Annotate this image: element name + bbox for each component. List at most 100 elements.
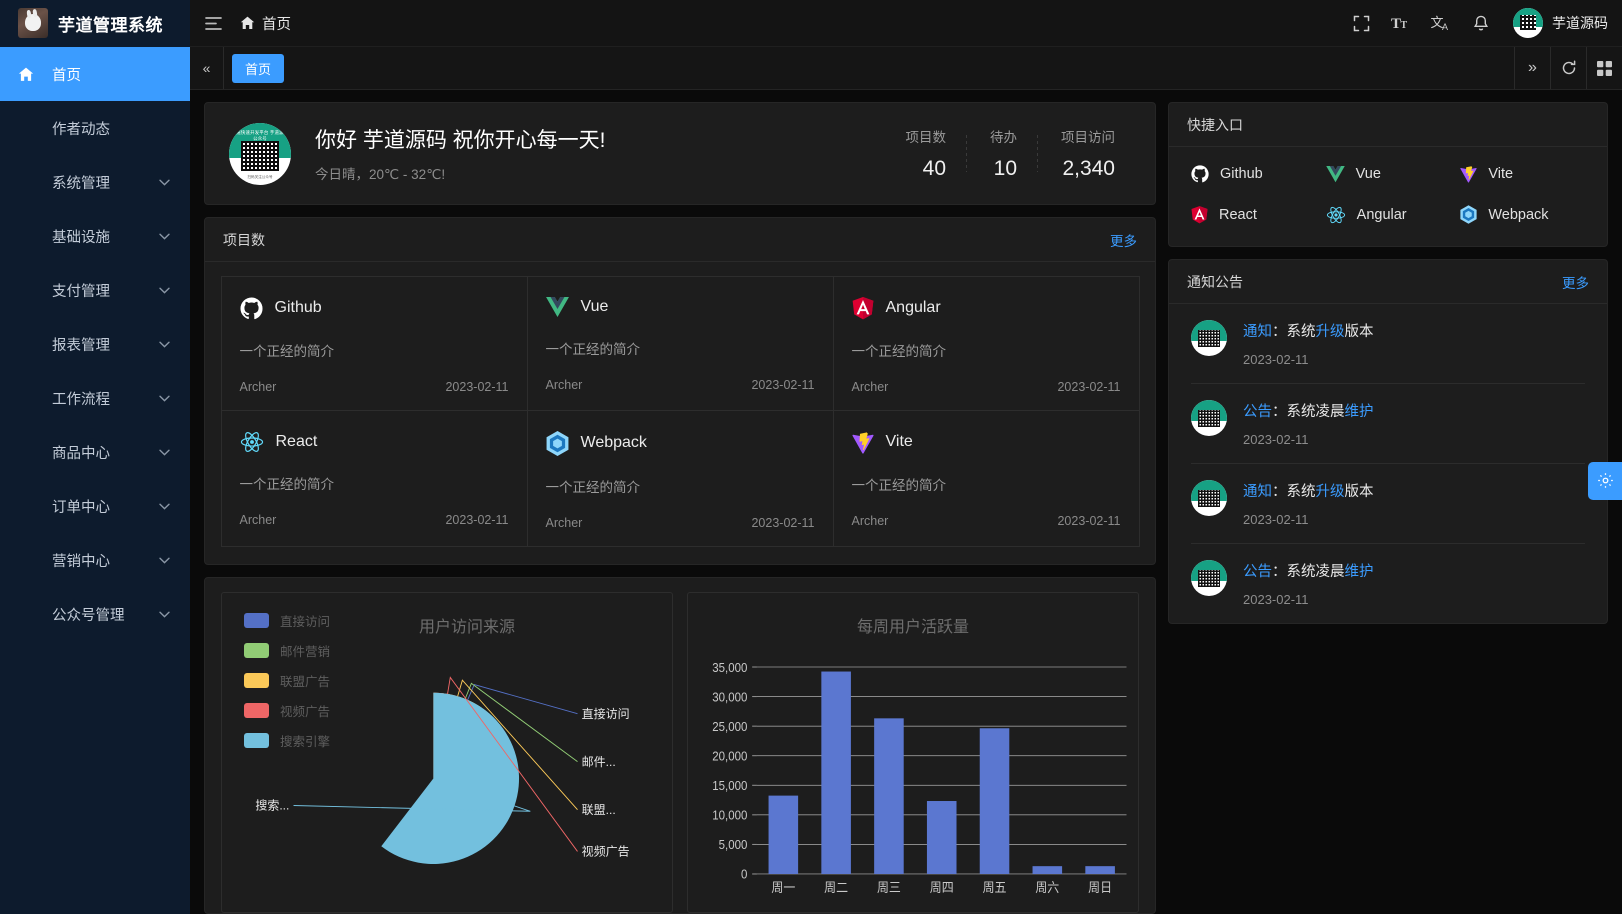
tab-home[interactable]: 首页 [232,53,285,83]
legend-swatch [244,703,269,718]
bar-chart-canvas: 0 5,000 10,000 15,000 20,000 25,000 30,000 35,0… [688,648,1138,912]
notices-more-link[interactable]: 更多 [1562,275,1589,291]
menu-icon[interactable] [190,0,236,47]
stat-label: 项目访问 [1061,130,1115,145]
project-author: Archer [851,379,889,394]
bar[interactable] [1085,866,1115,874]
list-item[interactable]: 通知：系统升级版本 2023-02-11 [1191,304,1585,384]
sidebar: 首页 作者动态 系统管理 基础设施 支付管理 报表管理 [0,47,190,914]
sidebar-item-order-center[interactable]: 订单中心 [0,479,190,533]
sidebar-item-author-news[interactable]: 作者动态 [0,101,190,155]
sidebar-item-workflow[interactable]: 工作流程 [0,371,190,425]
pie-callout-label: 邮件... [582,755,616,769]
bell-icon[interactable] [1461,0,1501,47]
y-tick-label: 25,000 [712,719,747,734]
project-card-angular[interactable]: Angular 一个正经的简介 Archer 2023-02-11 [832,275,1140,411]
pie-callout-label: 直接访问 [582,706,630,721]
angular-icon [852,296,874,320]
list-item[interactable]: 通知：系统升级版本 2023-02-11 [1191,464,1585,544]
project-desc: 一个正经的简介 [239,343,335,359]
project-desc: 一个正经的简介 [545,479,641,495]
fullscreen-icon[interactable] [1341,0,1381,47]
sidebar-item-label: 营销中心 [52,553,110,570]
legend-item[interactable]: 直接访问 [244,611,330,630]
quick-entry-react[interactable]: Angular [1326,205,1451,224]
pie-callout-label: 联盟... [582,803,616,817]
quick-entry-webpack[interactable]: Webpack [1460,205,1585,224]
project-card-webpack[interactable]: Webpack 一个正经的简介 Archer 2023-02-11 [526,409,834,547]
project-name: Github [274,299,322,316]
project-footer: Archer 2023-02-11 [240,513,509,527]
bar[interactable] [768,795,799,874]
x-tick-label: 周三 [877,880,901,895]
sidebar-item-product-center[interactable]: 商品中心 [0,425,190,479]
project-card-react[interactable]: React 一个正经的简介 Archer 2023-02-11 [220,409,528,547]
legend-item[interactable]: 搜索引擎 [244,731,330,750]
sidebar-item-report-management[interactable]: 报表管理 [0,317,190,371]
y-tick-label: 5,000 [719,838,748,853]
stat-project-visits: 项目访问 2,340 [1033,126,1131,181]
project-author: Archer [851,513,889,528]
notice-body: 公告：系统凌晨维护 2023-02-11 [1243,560,1585,607]
project-card-vite[interactable]: Vite 一个正经的简介 Archer 2023-02-11 [832,409,1140,547]
legend-item[interactable]: 联盟广告 [244,671,330,690]
pie-chart-canvas: 直接访问 邮件... 联盟... 视频广告 搜索... [222,651,672,912]
tabs-scroll-right-icon[interactable]: » [1514,47,1550,89]
notice-highlight: 维护 [1344,404,1374,420]
chevron-down-icon [159,557,170,564]
quick-entry-vite[interactable]: Vite [1460,165,1585,183]
stat-value: 40 [922,157,946,180]
brand[interactable]: 芋道管理系统 [0,0,190,47]
breadcrumb[interactable]: 首页 [236,13,291,34]
bar[interactable] [874,718,904,874]
refresh-icon[interactable] [1550,47,1586,89]
y-tick-label: 10,000 [712,808,747,823]
user-menu[interactable]: 芋道源码 [1501,8,1608,38]
sidebar-item-label: 报表管理 [52,337,110,354]
quick-entry-grid: Github Vue [1169,147,1607,246]
project-footer: Archer 2023-02-11 [852,380,1121,394]
legend-item[interactable]: 视频广告 [244,701,330,720]
welcome-greeting: 你好 芋道源码 祝你开心每一天! [315,129,606,152]
legend-label: 直接访问 [280,615,331,629]
project-card-github[interactable]: Github 一个正经的简介 Archer 2023-02-11 [220,275,528,411]
project-author: Archer [545,515,583,530]
notice-prefix: 通知 [1243,484,1272,500]
y-tick-label: 35,000 [712,660,747,675]
font-size-icon[interactable]: T T [1381,0,1421,47]
pie-slice[interactable] [381,692,520,864]
notice-highlight: 维护 [1344,564,1374,580]
bar[interactable] [979,728,1010,874]
github-icon [239,296,263,320]
grid-icon[interactable] [1586,47,1622,89]
sidebar-item-system-management[interactable]: 系统管理 [0,155,190,209]
projects-more-link[interactable]: 更多 [1110,233,1137,249]
sidebar-item-official-account-management[interactable]: 公众号管理 [0,587,190,641]
quick-entry-vue[interactable]: Vue [1325,165,1451,183]
bar[interactable] [1032,866,1063,874]
bar[interactable] [821,671,851,874]
sidebar-item-infrastructure[interactable]: 基础设施 [0,209,190,263]
project-card-vue[interactable]: Vue 一个正经的简介 Archer 2023-02-11 [526,275,834,411]
sidebar-item-home[interactable]: 首页 [0,47,190,101]
quick-entry-github[interactable]: Github [1191,165,1316,183]
sidebar-item-payment-management[interactable]: 支付管理 [0,263,190,317]
y-tick-label: 20,000 [712,749,747,764]
stat-todo: 待办 10 [962,126,1033,181]
quick-entry-angular[interactable]: React [1191,205,1316,224]
sidebar-item-marketing-center[interactable]: 营销中心 [0,533,190,587]
chevron-down-icon [159,611,170,618]
quick-entry-label: Vite [1488,166,1514,182]
legend-item[interactable]: 邮件营销 [244,641,330,660]
tabs-scroll-left-icon[interactable]: « [190,47,224,89]
list-item[interactable]: 公告：系统凌晨维护 2023-02-11 [1191,544,1585,623]
gear-icon[interactable] [1588,461,1622,500]
welcome-weather: 今日晴，20℃ - 32℃! [315,167,446,182]
svg-text:A: A [1442,22,1448,32]
list-item[interactable]: 公告：系统凌晨维护 2023-02-11 [1191,384,1585,464]
project-desc: 一个正经的简介 [239,476,335,492]
chevron-down-icon [159,503,170,510]
translate-icon[interactable]: 文 A [1421,0,1461,47]
bar[interactable] [926,801,957,874]
notice-sep: ： [1272,404,1287,420]
